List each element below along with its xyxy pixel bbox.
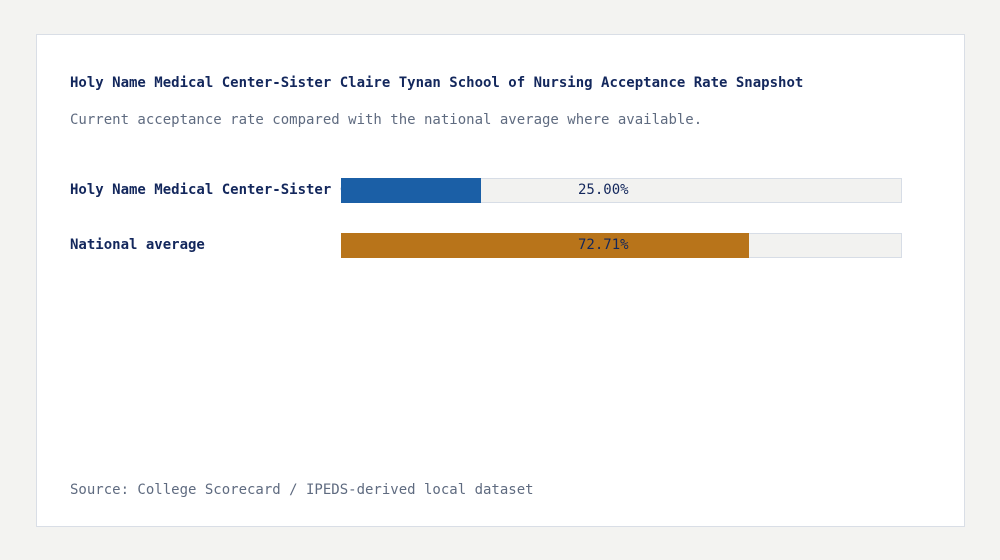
bar-row-school: Holy Name Medical Center-Sister Claire T… xyxy=(70,178,902,203)
bar-track: 25.00% xyxy=(341,178,902,203)
bar-row-national: National average 72.71% xyxy=(70,233,902,258)
bar-label: National average xyxy=(70,237,205,253)
bar-value: 25.00% xyxy=(578,182,629,198)
chart-subtitle: Current acceptance rate compared with th… xyxy=(70,112,703,128)
bar-value: 72.71% xyxy=(578,237,629,253)
bar-fill-national xyxy=(341,233,749,258)
bar-label: Holy Name Medical Center-Sister Claire T… xyxy=(70,182,341,198)
bar-track: 72.71% xyxy=(341,233,902,258)
bar-fill-school xyxy=(341,178,482,203)
chart-card: Holy Name Medical Center-Sister Claire T… xyxy=(36,34,965,527)
source-note: Source: College Scorecard / IPEDS-derive… xyxy=(70,482,534,498)
chart-title: Holy Name Medical Center-Sister Claire T… xyxy=(70,75,804,91)
